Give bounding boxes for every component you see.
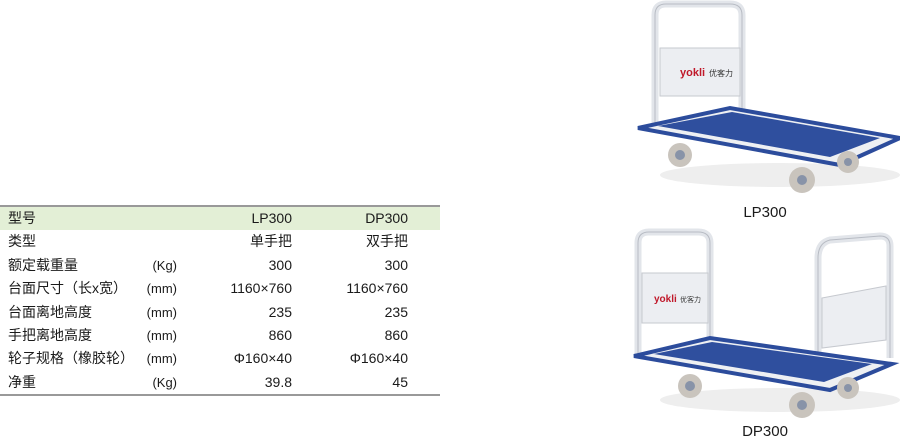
svg-text:yokli: yokli (680, 67, 705, 79)
dp300-value: 45 (392, 373, 408, 390)
row-unit: (mm) (146, 351, 177, 367)
row-label: 台面尺寸（长x宽） (8, 280, 127, 297)
dp300-value: Φ160×40 (349, 350, 408, 367)
row-unit: (Kg) (152, 374, 177, 390)
table-row: 净重 (Kg) 39.8 45 (0, 371, 440, 394)
row-label: 额定载重量 (8, 256, 78, 273)
dp300-value: 300 (384, 256, 408, 273)
lp300-value: 235 (268, 303, 292, 320)
lp300-value: Φ160×40 (233, 350, 292, 367)
spec-table: 型号 LP300 DP300 类型 单手把 双手把额定载重量 (Kg) 300 300 台面尺寸（… (0, 205, 440, 397)
row-unit: (Kg) (152, 257, 177, 273)
row-label: 手把离地高度 (8, 326, 92, 343)
lp300-value: 300 (268, 256, 292, 273)
lp300-value: 860 (268, 326, 292, 343)
table-row: 额定载重量 (Kg) 300 300 (0, 254, 440, 277)
dp300-value: 1160×760 (346, 280, 408, 297)
lp300-value: 1160×760 (230, 280, 292, 297)
row-label: 台面离地高度 (8, 303, 92, 320)
dp300-value: DP300 (365, 210, 408, 226)
table-row: 手把离地高度 (mm) 860 860 (0, 324, 440, 347)
row-unit: (mm) (146, 281, 177, 297)
row-unit: (mm) (146, 327, 177, 343)
svg-text:优客力: 优客力 (680, 295, 701, 304)
lp300-value: 39.8 (264, 373, 292, 390)
row-label: 类型 (8, 233, 36, 250)
table-row: 轮子规格（橡胶轮） (mm) Φ160×40 Φ160×40 (0, 347, 440, 370)
table-header-row: 型号 LP300 DP300 (0, 207, 440, 231)
svg-text:优客力: 优客力 (709, 68, 733, 78)
dp300-value: 235 (384, 303, 408, 320)
dp300-trolley-image: yokli 优客力 (633, 228, 900, 418)
table-row: 台面尺寸（长x宽） (mm) 1160×760 1160×760 (0, 277, 440, 300)
dp300-value: 双手把 (366, 233, 408, 250)
row-label: 净重 (8, 373, 36, 390)
row-unit: (mm) (146, 304, 177, 320)
table-row: 台面离地高度 (mm) 235 235 (0, 301, 440, 324)
dp300-value: 860 (384, 326, 408, 343)
table-row: 类型 单手把 双手把 (0, 230, 440, 253)
lp300-caption: LP300 (743, 204, 787, 221)
row-label: 轮子规格（橡胶轮） (8, 350, 134, 367)
lp300-value: LP300 (251, 210, 292, 226)
row-label: 型号 (8, 210, 36, 226)
svg-text:yokli: yokli (654, 294, 677, 305)
dp300-caption: DP300 (742, 423, 788, 440)
lp300-value: 单手把 (250, 233, 292, 250)
lp300-trolley-image: yokli 优客力 (637, 0, 900, 193)
